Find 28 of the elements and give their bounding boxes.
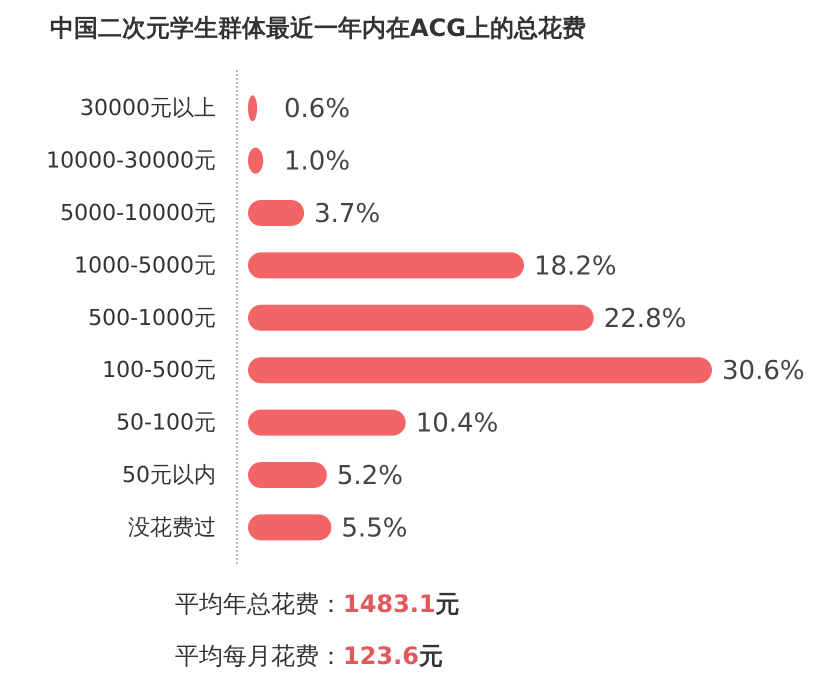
y-tick-label: 10000-30000元	[46, 148, 216, 174]
bar	[248, 304, 594, 331]
data-label: 0.6%	[284, 94, 350, 124]
bar	[248, 514, 332, 540]
data-label: 22.8%	[604, 304, 686, 334]
chart-title: 中国二次元学生群体最近一年内在ACG上的总花费	[50, 14, 586, 42]
data-label: 1.0%	[284, 146, 350, 177]
bar	[248, 410, 406, 436]
y-tick-label: 100-500元	[102, 358, 216, 384]
y-tick-label: 50-100元	[116, 410, 216, 436]
bar	[248, 252, 524, 278]
y-tick-label: 500-1000元	[88, 306, 216, 331]
data-label: 5.5%	[341, 513, 408, 544]
text: 平均年总花费：1483.1元	[175, 590, 460, 618]
y-tick-label: 1000-5000元	[74, 253, 216, 278]
bar	[248, 200, 304, 226]
y-tick-label: 5000-10000元	[60, 201, 216, 226]
bar	[248, 357, 712, 384]
text: 平均每月花费：123.6元	[175, 642, 443, 670]
y-tick-label: 30000元以上	[80, 96, 216, 122]
y-tick-label: 50元以内	[122, 463, 216, 488]
y-tick-label: 没花费过	[128, 515, 216, 540]
data-label: 10.4%	[416, 408, 498, 439]
data-label: 18.2%	[534, 251, 617, 282]
bar	[248, 462, 327, 488]
data-label: 30.6%	[722, 356, 805, 386]
data-label: 3.7%	[314, 199, 380, 229]
data-label: 5.2%	[336, 461, 403, 491]
